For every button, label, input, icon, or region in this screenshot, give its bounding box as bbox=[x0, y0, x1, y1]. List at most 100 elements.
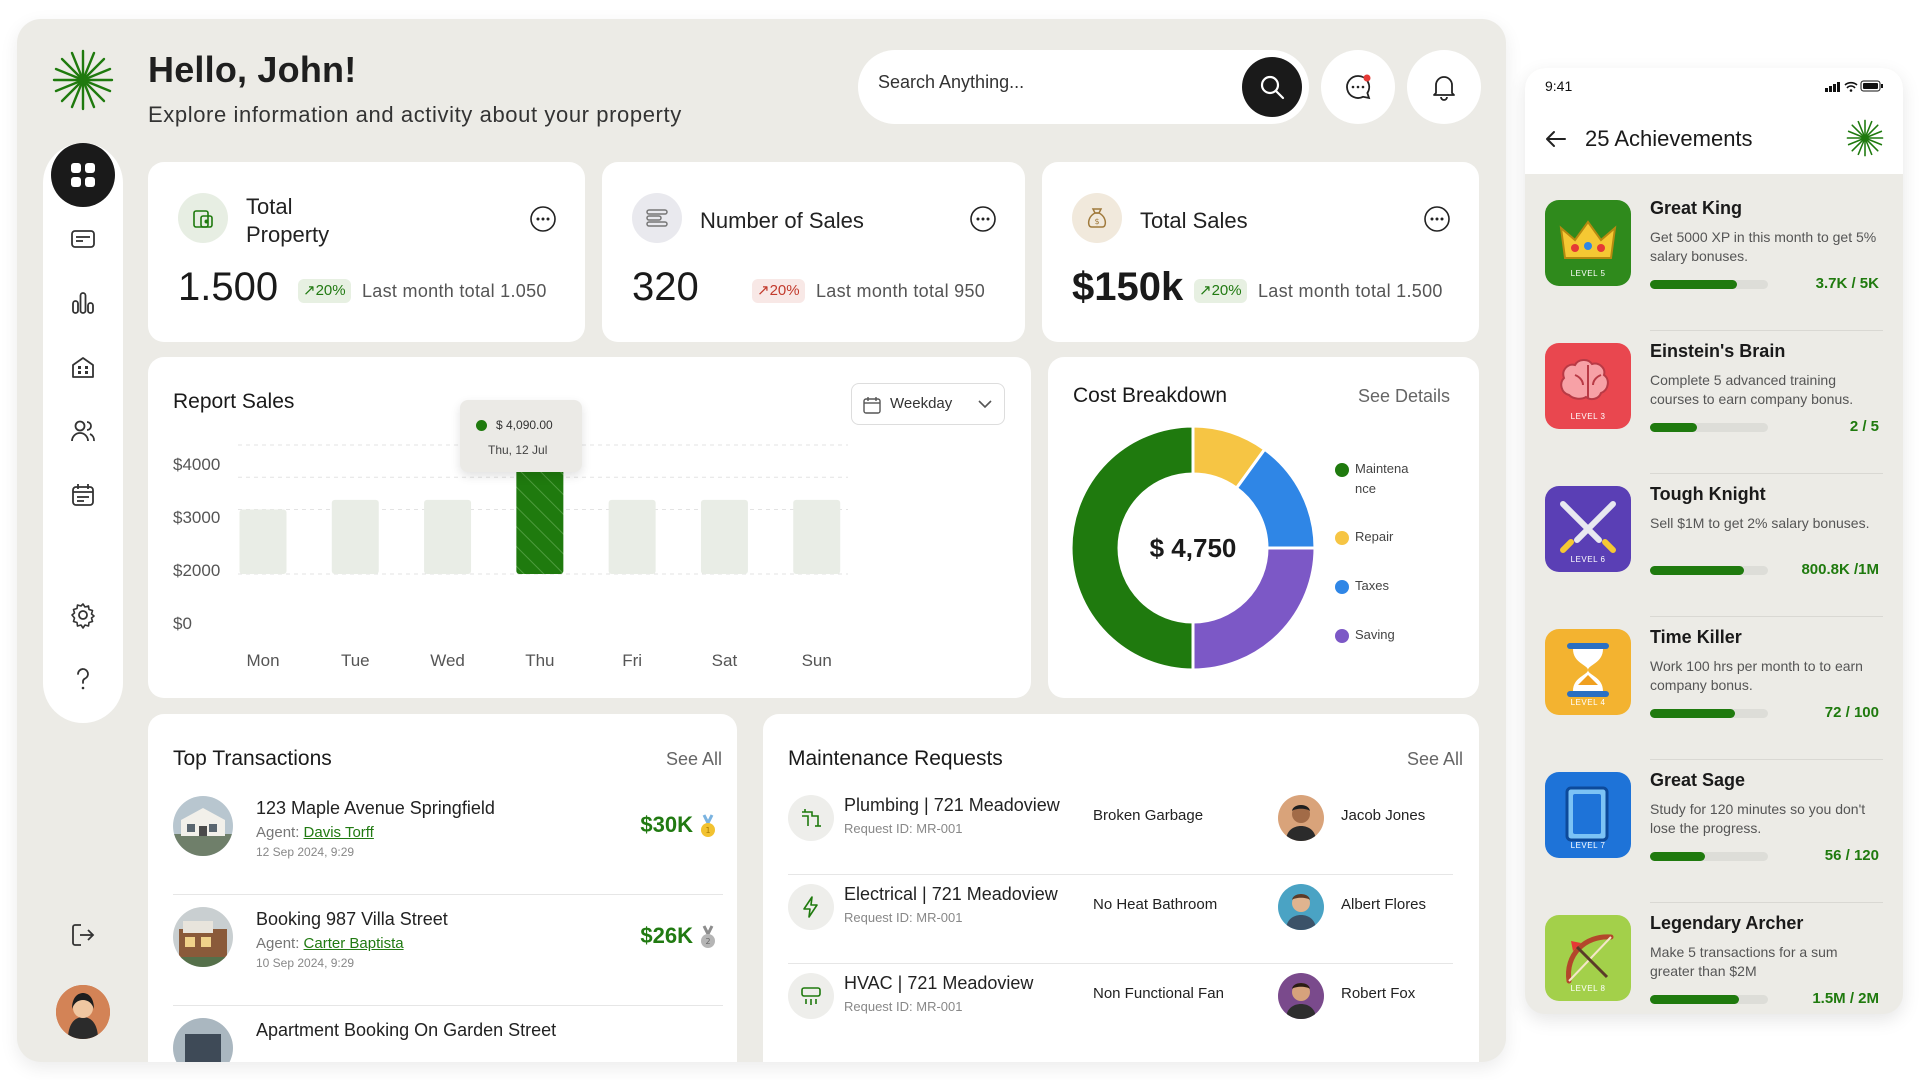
achievement-desc: Get 5000 XP in this month to get 5% sala… bbox=[1650, 229, 1877, 264]
stat-title: Total Property bbox=[246, 194, 330, 247]
report-sales-chart bbox=[238, 444, 848, 575]
sidebar-item-analytics[interactable] bbox=[51, 271, 115, 335]
bar-chart-icon bbox=[72, 292, 94, 314]
x-tick-label: Tue bbox=[340, 651, 370, 670]
search-bar[interactable] bbox=[858, 50, 1309, 124]
bar-sat[interactable] bbox=[700, 499, 748, 574]
request-id: Request ID: MR-001 bbox=[844, 910, 963, 925]
legend-dot bbox=[1335, 463, 1349, 477]
back-arrow-icon[interactable] bbox=[1545, 130, 1567, 148]
request-id: Request ID: MR-001 bbox=[844, 999, 963, 1014]
progress-fill bbox=[1650, 995, 1739, 1004]
top-transactions-title: Top Transactions bbox=[173, 747, 332, 770]
trend-down-icon: ↗ bbox=[757, 282, 770, 299]
more-options-icon[interactable] bbox=[1423, 205, 1451, 233]
stat-note: Last month total 1.050 bbox=[362, 281, 547, 301]
transaction-row[interactable]: 123 Maple Avenue Springfield Agent: Davi… bbox=[173, 784, 723, 894]
transaction-row[interactable]: Apartment Booking On Garden Street bbox=[173, 1006, 723, 1062]
achievement-title: Einstein's Brain bbox=[1650, 341, 1786, 361]
see-all-maintenance-link[interactable]: See All bbox=[1407, 749, 1464, 769]
search-button[interactable] bbox=[1242, 57, 1302, 117]
sidebar-item-settings[interactable] bbox=[51, 583, 115, 647]
agent-link[interactable]: Carter Baptista bbox=[303, 935, 404, 952]
stat-note: Last month total 950 bbox=[816, 281, 986, 301]
achievement-title: Time Killer bbox=[1650, 627, 1742, 647]
x-tick-label: Sun bbox=[801, 651, 832, 670]
bar-fri[interactable] bbox=[608, 499, 656, 574]
achievement-progress-text: 3.7K / 5K bbox=[1815, 275, 1879, 292]
tooltip-date: Thu, 12 Jul bbox=[488, 443, 548, 457]
maintenance-row[interactable]: Electrical | 721 Meadoview Request ID: M… bbox=[788, 870, 1453, 958]
maintenance-row[interactable]: Plumbing | 721 Meadoview Request ID: MR-… bbox=[788, 781, 1453, 869]
sidebar-item-dashboard[interactable] bbox=[51, 143, 115, 207]
user-avatar[interactable] bbox=[56, 985, 110, 1039]
assignee-name: Robert Fox bbox=[1341, 985, 1416, 1002]
stat-title: Total Sales bbox=[1140, 208, 1248, 233]
legend-maintenance: Maintena nce bbox=[1335, 459, 1408, 499]
sidebar-item-help[interactable] bbox=[51, 647, 115, 711]
agent-link[interactable]: Davis Torff bbox=[303, 824, 374, 841]
achievement-desc: Make 5 transactions for a sum greater th… bbox=[1650, 944, 1838, 979]
calendar-icon bbox=[863, 397, 881, 414]
achievement-item[interactable]: LEVEL 7 Great Sage Study for 120 minutes s… bbox=[1545, 754, 1883, 894]
achievement-progress-bar bbox=[1650, 709, 1768, 718]
achievement-item[interactable]: LEVEL 5 Great King Get 5000 XP in this mon… bbox=[1545, 182, 1883, 322]
logout-button[interactable] bbox=[51, 903, 115, 967]
divider bbox=[1650, 473, 1883, 474]
sidebar-item-cards[interactable] bbox=[51, 207, 115, 271]
property-thumbnail bbox=[173, 1018, 233, 1062]
sidebar-item-properties[interactable] bbox=[51, 335, 115, 399]
transaction-date: 12 Sep 2024, 9:29 bbox=[256, 845, 355, 859]
request-title: Electrical | 721 Meadoview bbox=[844, 884, 1058, 904]
y-tick-label: $4000 bbox=[173, 455, 221, 474]
period-select[interactable]: Weekday bbox=[851, 383, 1005, 425]
transaction-name: Booking 987 Villa Street bbox=[256, 909, 448, 929]
bar-thu[interactable] bbox=[516, 445, 564, 574]
sidebar-item-users[interactable] bbox=[51, 399, 115, 463]
maintenance-row[interactable]: HVAC | 721 Meadoview Request ID: MR-001 … bbox=[788, 959, 1453, 1047]
bar-wed[interactable] bbox=[424, 499, 472, 574]
chat-icon bbox=[1346, 74, 1371, 100]
more-options-icon[interactable] bbox=[529, 205, 557, 233]
sidebar-item-calendar[interactable] bbox=[51, 463, 115, 527]
achievement-item[interactable]: LEVEL 4 Time Killer Work 100 hrs per month… bbox=[1545, 611, 1883, 751]
transaction-amount: $26K bbox=[640, 923, 693, 948]
property-thumbnail bbox=[173, 796, 233, 856]
achievement-level: LEVEL 8 bbox=[1570, 984, 1606, 993]
achievement-desc: Study for 120 minutes so you don't lose … bbox=[1650, 801, 1866, 836]
request-id: Request ID: MR-001 bbox=[844, 821, 963, 836]
legend-saving: Saving bbox=[1335, 625, 1395, 645]
messages-button[interactable] bbox=[1321, 50, 1395, 124]
assignee-name: Jacob Jones bbox=[1341, 807, 1426, 824]
slice-maintenance[interactable] bbox=[1069, 424, 1195, 672]
y-tick-label: $0 bbox=[173, 614, 192, 633]
bar-mon[interactable] bbox=[239, 509, 287, 575]
tooltip-dot bbox=[476, 420, 487, 431]
progress-fill bbox=[1650, 852, 1706, 861]
trend-up-icon: ↗ bbox=[303, 282, 316, 299]
achievement-title: Legendary Archer bbox=[1650, 913, 1804, 933]
report-sales-card: Report Sales Weekday $4000 $3000 $2000 $… bbox=[148, 357, 1031, 698]
stat-value: 1.500 bbox=[178, 265, 279, 309]
achievement-progress-text: 56 / 120 bbox=[1824, 847, 1879, 864]
more-options-icon[interactable] bbox=[969, 205, 997, 233]
achievement-item[interactable]: LEVEL 6 Tough Knight Sell $1M to get 2% sa… bbox=[1545, 468, 1883, 608]
slice-saving[interactable] bbox=[1191, 546, 1317, 672]
achievement-level: LEVEL 7 bbox=[1570, 841, 1606, 850]
achievement-progress-bar bbox=[1650, 566, 1768, 575]
achievement-item[interactable]: LEVEL 8 Legendary Archer Make 5 transactio… bbox=[1545, 897, 1883, 1014]
bar-sun[interactable] bbox=[793, 499, 841, 574]
stat-value: $150k bbox=[1072, 265, 1184, 309]
search-input[interactable] bbox=[878, 72, 1218, 93]
see-details-link[interactable]: See Details bbox=[1358, 386, 1451, 406]
bar-tue[interactable] bbox=[331, 499, 379, 574]
card-icon bbox=[71, 230, 95, 248]
bell-icon bbox=[1433, 76, 1455, 101]
see-all-transactions-link[interactable]: See All bbox=[666, 749, 723, 769]
bow-icon: LEVEL 8 bbox=[1545, 915, 1631, 1001]
achievement-item[interactable]: LEVEL 3 Einstein's Brain Complete 5 advanc… bbox=[1545, 325, 1883, 465]
notifications-button[interactable] bbox=[1407, 50, 1481, 124]
x-tick-label: Thu bbox=[525, 651, 555, 670]
transaction-row[interactable]: Booking 987 Villa Street Agent: Carter B… bbox=[173, 895, 723, 1005]
chart-tooltip: $ 4,090.00 Thu, 12 Jul bbox=[460, 400, 582, 472]
